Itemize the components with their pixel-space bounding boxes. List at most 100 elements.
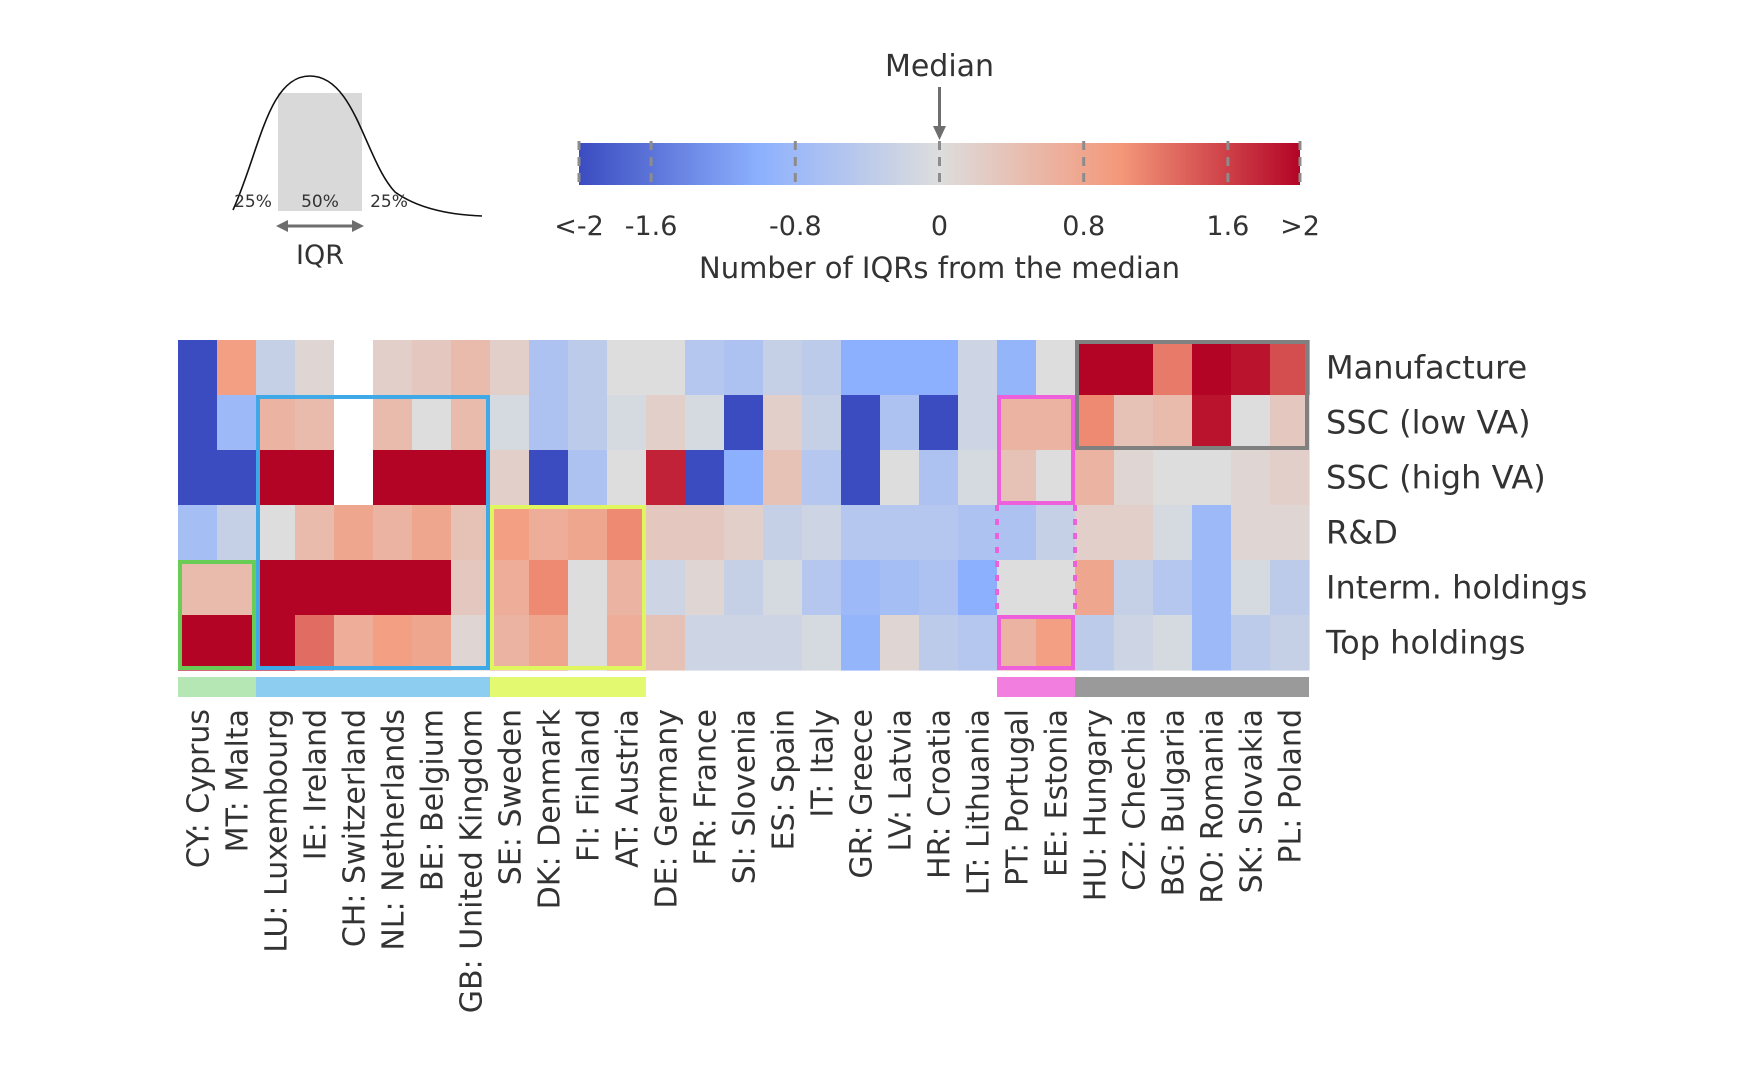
- colorbar-tick-label: 0: [931, 211, 948, 242]
- heatmap-cell: [373, 340, 413, 396]
- heatmap-cell: [568, 395, 608, 451]
- highlight-box: [256, 395, 490, 670]
- heatmap-cell: [997, 560, 1037, 616]
- heatmap-cell: [256, 340, 296, 396]
- heatmap-cell: [919, 450, 959, 506]
- heatmap-cell: [646, 560, 686, 616]
- heatmap-cell: [373, 505, 413, 561]
- heatmap-cell: [490, 615, 530, 671]
- heatmap-cell: [1036, 615, 1076, 671]
- heatmap-cell: [256, 395, 296, 451]
- heatmap-cell: [919, 395, 959, 451]
- heatmap-cell: [685, 560, 725, 616]
- column-label-si-slovenia: SI: Slovenia: [728, 709, 763, 884]
- heatmap-cell: [1114, 560, 1154, 616]
- heatmap-cell: [685, 450, 725, 506]
- column-label-sk-slovakia: SK: Slovakia: [1235, 709, 1270, 893]
- column-label-de-germany: DE: Germany: [650, 709, 685, 909]
- highlight-boxes: [178, 340, 1309, 670]
- heatmap-cell: [1075, 505, 1115, 561]
- heatmap-cell: [607, 395, 647, 451]
- column-label-hr-croatia: HR: Croatia: [923, 709, 958, 879]
- heatmap-cell: [1075, 560, 1115, 616]
- column-label-fi-finland: FI: Finland: [572, 709, 607, 862]
- heatmap-cell: [217, 395, 257, 451]
- heatmap-cell: [763, 450, 803, 506]
- heatmap-cell: [490, 340, 530, 396]
- iqr-label: IQR: [296, 240, 344, 271]
- heatmap-cell: [1114, 615, 1154, 671]
- heatmap-cell: [1075, 450, 1115, 506]
- heatmap-cell: [802, 340, 842, 396]
- heatmap-cell: [256, 615, 296, 671]
- heatmap-cell: [1192, 395, 1232, 451]
- row-label-ssc-low-va: SSC (low VA): [1326, 404, 1531, 442]
- heatmap-cell: [1153, 615, 1193, 671]
- heatmap-cell: [451, 340, 491, 396]
- column-label-pt-portugal: PT: Portugal: [1001, 709, 1036, 886]
- heatmap-cell: [412, 340, 452, 396]
- heatmap-cell: [763, 505, 803, 561]
- heatmap-cell: [490, 450, 530, 506]
- row-label-interm-holdings: Interm. holdings: [1326, 569, 1587, 607]
- column-label-cz-chechia: CZ: Chechia: [1118, 709, 1153, 891]
- heatmap-cell: [256, 450, 296, 506]
- highlight-box: [997, 395, 1075, 505]
- column-label-ee-estonia: EE: Estonia: [1040, 709, 1075, 877]
- heatmap-cell: [1114, 505, 1154, 561]
- row-label-r-d: R&D: [1326, 514, 1398, 552]
- heatmap-cell: [295, 395, 335, 451]
- heatmap-cell: [958, 450, 998, 506]
- colorbar-title: Number of IQRs from the median: [699, 251, 1180, 285]
- heatmap-cell: [1036, 450, 1076, 506]
- heatmap-cell: [763, 615, 803, 671]
- column-label-be-belgium: BE: Belgium: [416, 709, 451, 891]
- heatmap-cell: [334, 505, 374, 561]
- heatmap-cell: [451, 560, 491, 616]
- heatmap-cell: [1270, 615, 1310, 671]
- column-label-es-spain: ES: Spain: [767, 709, 802, 850]
- column-label-hu-hungary: HU: Hungary: [1079, 709, 1114, 901]
- heatmap-cell: [958, 395, 998, 451]
- heatmap-cell: [841, 615, 881, 671]
- heatmap-cell: [334, 450, 374, 506]
- heatmap-cell: [841, 450, 881, 506]
- column-label-dk-denmark: DK: Denmark: [533, 708, 568, 909]
- heatmap-cell: [685, 505, 725, 561]
- heatmap-cell: [1153, 505, 1193, 561]
- iqr-percent-left: 25%: [234, 192, 272, 212]
- heatmap-cell: [1153, 450, 1193, 506]
- heatmap-cell: [568, 505, 608, 561]
- heatmap-cell: [529, 450, 569, 506]
- heatmap-cell: [217, 505, 257, 561]
- heatmap-cell: [1153, 395, 1193, 451]
- heatmap-cell: [646, 395, 686, 451]
- heatmap-cell: [490, 505, 530, 561]
- heatmap-cell: [997, 450, 1037, 506]
- highlight-box: [178, 560, 256, 670]
- colorbar-tick-label: <-2: [554, 211, 604, 242]
- iqr-legend: 25% 50% 25% IQR: [232, 75, 483, 271]
- column-label-lt-lithuania: LT: Lithuania: [962, 709, 997, 895]
- heatmap-cell: [178, 615, 218, 671]
- heatmap-cell: [1231, 450, 1271, 506]
- column-label-lu-luxembourg: LU: Luxembourg: [260, 709, 295, 953]
- heatmap-cell: [802, 560, 842, 616]
- heatmap-cell: [958, 615, 998, 671]
- heatmap-cell: [490, 395, 530, 451]
- row-label-top-holdings: Top holdings: [1325, 624, 1525, 662]
- heatmap-cell: [802, 395, 842, 451]
- heatmap-cell: [256, 560, 296, 616]
- heatmap-cell: [373, 450, 413, 506]
- heatmap-cell: [1192, 340, 1232, 396]
- heatmap-cell: [919, 340, 959, 396]
- heatmap-cell: [178, 340, 218, 396]
- heatmap-cell: [178, 395, 218, 451]
- heatmap-cell: [1192, 505, 1232, 561]
- heatmap-cell: [685, 395, 725, 451]
- heatmap-cell: [880, 505, 920, 561]
- heatmap-cell: [256, 505, 296, 561]
- column-label-gb-united-kingdom: GB: United Kingdom: [455, 709, 490, 1013]
- heatmap-cell: [880, 340, 920, 396]
